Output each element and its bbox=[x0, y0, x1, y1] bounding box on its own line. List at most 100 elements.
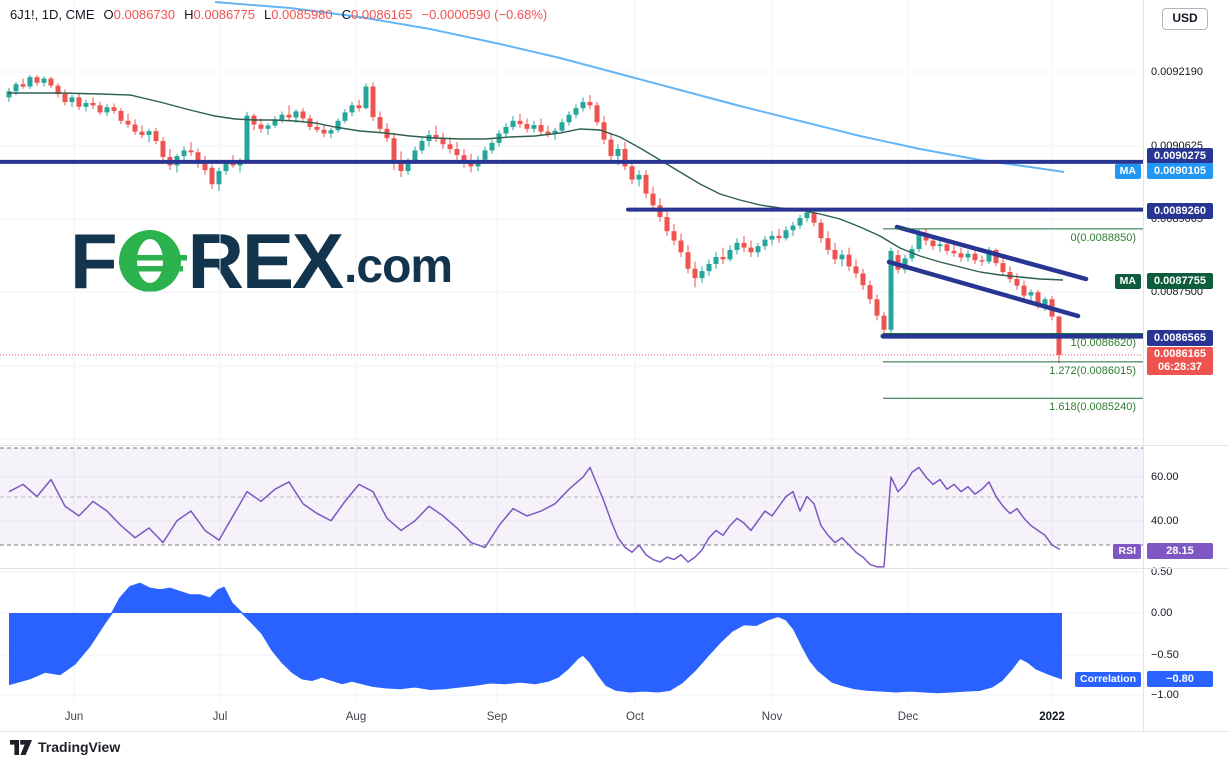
symbol-title[interactable]: 6J1!, 1D, CME bbox=[10, 7, 95, 22]
currency-toggle-button[interactable]: USD bbox=[1162, 8, 1208, 30]
price-axis-tick: −1.00 bbox=[1151, 689, 1179, 701]
candle bbox=[748, 247, 754, 253]
candle bbox=[132, 124, 138, 132]
candle bbox=[811, 212, 817, 223]
candle bbox=[524, 124, 530, 129]
candle bbox=[258, 124, 264, 129]
candle bbox=[6, 91, 12, 98]
ma-blue-tag: MA bbox=[1114, 163, 1141, 179]
candle bbox=[503, 126, 509, 134]
rsi-tag: RSI bbox=[1113, 543, 1141, 559]
candle bbox=[860, 273, 866, 286]
candle bbox=[335, 120, 341, 131]
countdown-timer: 06:28:37 bbox=[1157, 361, 1203, 373]
candle bbox=[489, 142, 495, 151]
ohlc-values: O0.0086730 H0.0086775 L0.0085980 C0.0086165 bbox=[104, 7, 413, 22]
ma-green-tag: MA bbox=[1114, 273, 1141, 289]
fib-level-label: 1.618(0.0085240) bbox=[1049, 401, 1136, 414]
rsi-line bbox=[8, 466, 1061, 568]
panel-separator[interactable] bbox=[0, 568, 1229, 569]
candle bbox=[265, 125, 271, 129]
candle bbox=[391, 138, 397, 161]
candle bbox=[615, 148, 621, 157]
ohlc-field-l: L0.0085980 bbox=[263, 7, 333, 22]
candle bbox=[699, 271, 705, 279]
candle bbox=[216, 171, 222, 185]
candle bbox=[1028, 292, 1034, 296]
candle bbox=[972, 253, 978, 261]
candle bbox=[937, 244, 943, 247]
candle bbox=[622, 148, 628, 167]
candle bbox=[202, 163, 208, 171]
candle bbox=[48, 78, 54, 86]
candle bbox=[370, 86, 376, 118]
chart-canvas[interactable] bbox=[0, 0, 1143, 702]
price-level-label: 28.15 bbox=[1147, 543, 1213, 559]
time-axis[interactable]: Jun Jul Aug Sep Oct Nov Dec 2022 bbox=[0, 702, 1229, 731]
candle bbox=[909, 249, 915, 259]
time-axis-label: Jul bbox=[212, 711, 228, 723]
candle bbox=[671, 231, 677, 241]
candle bbox=[846, 254, 852, 267]
candle bbox=[328, 130, 334, 134]
correlation-tag: Correlation bbox=[1074, 671, 1141, 687]
candle bbox=[776, 235, 782, 239]
candle bbox=[825, 238, 831, 250]
candle bbox=[468, 163, 474, 167]
candle bbox=[139, 131, 145, 135]
candle bbox=[566, 114, 572, 123]
candle bbox=[643, 174, 649, 194]
candle bbox=[629, 166, 635, 180]
candle bbox=[727, 249, 733, 260]
candle bbox=[195, 152, 201, 164]
candle bbox=[272, 119, 278, 126]
time-axis-border bbox=[0, 731, 1229, 732]
candle bbox=[321, 129, 327, 134]
time-axis-label: Oct bbox=[626, 711, 644, 723]
candle bbox=[20, 84, 26, 87]
trend-channel-line bbox=[894, 224, 1089, 282]
candle bbox=[979, 260, 985, 262]
candle bbox=[881, 315, 887, 330]
candle bbox=[412, 150, 418, 162]
candle bbox=[587, 102, 593, 106]
ohlc-field-o: O0.0086730 bbox=[103, 7, 176, 22]
ma-20-line bbox=[8, 92, 1064, 281]
watermark-text: F bbox=[70, 217, 118, 305]
candle bbox=[34, 77, 40, 83]
candle bbox=[1042, 299, 1048, 306]
candle bbox=[706, 264, 712, 272]
forex-watermark: F REX .com bbox=[70, 217, 453, 305]
candle bbox=[398, 160, 404, 172]
candle bbox=[153, 131, 159, 142]
price-axis[interactable]: 0.0092190 0.0090625 0.0089065 0.0087500 60.0… bbox=[1143, 0, 1229, 702]
candle bbox=[839, 254, 845, 260]
candle bbox=[930, 240, 936, 247]
candle bbox=[1035, 292, 1041, 306]
candle bbox=[314, 126, 320, 130]
candle bbox=[286, 114, 292, 118]
candle bbox=[356, 105, 362, 109]
candle bbox=[531, 125, 537, 129]
time-axis-label: Dec bbox=[897, 711, 919, 723]
candle bbox=[517, 120, 523, 125]
candle bbox=[125, 120, 131, 125]
time-axis-label: Jun bbox=[64, 711, 84, 723]
candle bbox=[160, 141, 166, 157]
candle bbox=[538, 125, 544, 132]
candle bbox=[482, 150, 488, 160]
tradingview-attribution[interactable]: TradingView bbox=[10, 739, 120, 755]
candle bbox=[1000, 263, 1006, 273]
candle bbox=[804, 212, 810, 219]
price-axis-tick: −0.50 bbox=[1151, 649, 1179, 661]
candle bbox=[118, 110, 124, 121]
panel-separator[interactable] bbox=[0, 445, 1229, 446]
candle bbox=[293, 111, 299, 118]
candle bbox=[440, 138, 446, 145]
candle bbox=[97, 105, 103, 113]
candle bbox=[1014, 279, 1020, 286]
watermark-text: .com bbox=[344, 240, 453, 293]
candle bbox=[608, 139, 614, 157]
price-level-label: 0.0087755 bbox=[1147, 273, 1213, 289]
fib-level-label: 1.272(0.0086015) bbox=[1049, 364, 1136, 377]
